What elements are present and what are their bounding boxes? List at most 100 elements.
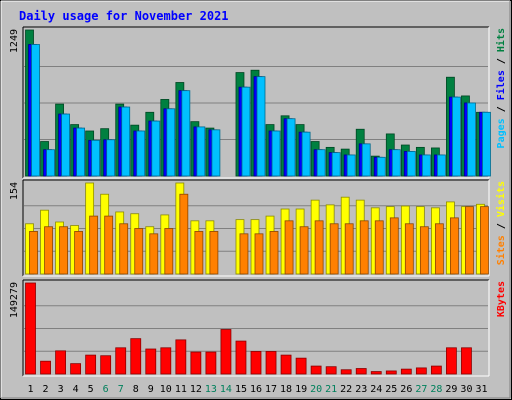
bar-sites-day-25 — [389, 217, 399, 275]
bar-pages-day-1 — [31, 44, 40, 177]
bar-kbytes-day-13 — [205, 351, 217, 375]
panel-legend: KBytes — [496, 281, 507, 317]
legend-entry: Pages — [496, 118, 507, 148]
x-tick-label: 17 — [265, 384, 277, 395]
bar-pages-day-19 — [301, 131, 311, 177]
bar-kbytes-day-1 — [25, 282, 36, 375]
chart-title: Daily usage for November 2021 — [19, 9, 229, 23]
bar-sites-day-31 — [480, 206, 489, 275]
bar-kbytes-day-14 — [220, 329, 232, 375]
panel-max-label: 149279 — [9, 282, 20, 318]
bar-pages-day-7 — [121, 106, 131, 177]
x-tick-label: 20 — [310, 384, 322, 395]
bar-sites-day-4 — [74, 231, 84, 275]
legend-entry: Hits — [495, 28, 507, 52]
bar-pages-day-16 — [256, 76, 266, 177]
bar-kbytes-day-16 — [250, 351, 262, 375]
bar-kbytes-day-27 — [415, 367, 427, 375]
x-tick-label: 28 — [430, 384, 442, 395]
bar-sites-day-8 — [134, 228, 144, 275]
x-tick-label: 16 — [250, 384, 262, 395]
bar-kbytes-day-10 — [160, 347, 172, 375]
bar-pages-day-12 — [196, 126, 206, 177]
bar-kbytes-day-18 — [280, 354, 292, 375]
x-tick-label: 5 — [88, 384, 94, 395]
bar-sites-day-11 — [179, 193, 189, 275]
x-axis-labels: 1 2 3 4 5 6 7 8 9 10 11 12 13 14 15 16 17 18 19 20 21 22 23 24 2… — [28, 384, 488, 395]
bar-kbytes-day-12 — [190, 351, 202, 375]
bar-sites-day-7 — [119, 223, 129, 275]
x-tick-label: 27 — [415, 384, 427, 395]
legend-entry: Visits — [495, 181, 507, 217]
bar-sites-day-24 — [374, 220, 384, 275]
bar-pages-day-2 — [46, 149, 55, 177]
bar-sites-day-27 — [419, 226, 429, 275]
bar-sites-day-9 — [149, 233, 159, 275]
x-tick-label: 31 — [475, 384, 487, 395]
legend-entry: / — [496, 100, 507, 118]
bar-kbytes-day-4 — [70, 363, 82, 375]
bar-sites-day-5 — [89, 215, 99, 275]
bar-sites-day-19 — [299, 226, 309, 275]
bar-kbytes-day-26 — [400, 368, 412, 375]
bar-pages-day-9 — [151, 120, 161, 177]
bar-kbytes-day-8 — [130, 338, 142, 375]
bar-kbytes-day-25 — [385, 370, 397, 375]
bar-pages-day-22 — [346, 154, 356, 177]
panel-max-label: 154 — [9, 182, 20, 200]
legend-entry: Sites — [495, 235, 507, 265]
bar-pages-day-20 — [316, 149, 326, 177]
bar-pages-day-18 — [286, 118, 296, 177]
x-tick-label: 13 — [205, 384, 217, 395]
x-tick-label: 8 — [133, 384, 139, 395]
x-tick-label: 4 — [73, 384, 79, 395]
bar-pages-day-17 — [271, 130, 281, 177]
bar-kbytes-day-6 — [100, 355, 112, 375]
bar-pages-day-24 — [376, 156, 386, 177]
bar-pages-day-6 — [106, 139, 116, 177]
bar-kbytes-day-23 — [355, 368, 367, 375]
bar-kbytes-day-9 — [145, 348, 157, 375]
bar-sites-day-13 — [209, 231, 219, 275]
bar-sites-day-10 — [164, 228, 174, 275]
panels-group: 1249 Pages / Files / Hits 154 Sites / Visit… — [9, 26, 507, 377]
x-tick-label: 9 — [148, 384, 154, 395]
bar-sites-day-1 — [29, 231, 38, 275]
panel-kbytes: 149279 KBytes — [9, 279, 507, 377]
bar-kbytes-day-15 — [235, 340, 247, 375]
x-tick-label: 11 — [175, 384, 187, 395]
x-tick-label: 6 — [103, 384, 109, 395]
bar-pages-day-30 — [467, 102, 476, 177]
bar-kbytes-day-29 — [446, 347, 457, 375]
bar-pages-day-11 — [181, 90, 191, 177]
bar-pages-day-5 — [91, 139, 101, 177]
x-tick-label: 3 — [58, 384, 64, 395]
bar-pages-day-13 — [211, 129, 221, 177]
bar-kbytes-day-30 — [461, 347, 472, 375]
bar-kbytes-day-24 — [370, 371, 382, 375]
x-tick-label: 7 — [118, 384, 124, 395]
bar-sites-day-26 — [404, 223, 414, 275]
x-tick-label: 30 — [460, 384, 472, 395]
bar-sites-day-29 — [450, 217, 459, 275]
bar-pages-day-15 — [241, 86, 251, 177]
bar-kbytes-day-5 — [85, 354, 97, 375]
bar-sites-day-18 — [284, 220, 294, 275]
bar-pages-day-3 — [61, 113, 70, 177]
panel-max-label: 1249 — [9, 29, 20, 53]
bar-pages-day-26 — [406, 151, 416, 177]
panel-visits-sites: 154 Sites / Visits — [9, 179, 507, 277]
bar-sites-day-20 — [314, 220, 324, 275]
bar-kbytes-day-19 — [295, 357, 307, 375]
x-tick-label: 22 — [340, 384, 352, 395]
x-tick-label: 2 — [43, 384, 49, 395]
x-tick-label: 12 — [190, 384, 202, 395]
bar-kbytes-day-20 — [310, 365, 322, 375]
panel-legend: Sites / Visits — [495, 181, 507, 265]
x-tick-label: 19 — [295, 384, 307, 395]
x-tick-label: 25 — [385, 384, 397, 395]
bar-kbytes-day-21 — [325, 366, 337, 375]
x-tick-label: 24 — [370, 384, 382, 395]
bar-pages-day-23 — [361, 143, 371, 177]
